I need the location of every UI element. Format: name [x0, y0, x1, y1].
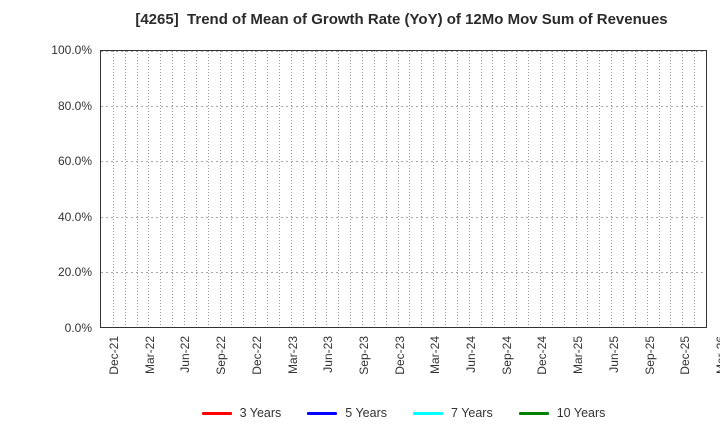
legend-item-7-years: 7 Years: [413, 405, 493, 421]
vertical-gridline: [587, 51, 589, 327]
horizontal-gridline: [101, 161, 706, 163]
legend-item-3-years: 3 Years: [201, 405, 282, 421]
legend-label: 7 Years: [451, 406, 493, 420]
vertical-gridline: [611, 51, 613, 327]
vertical-gridline: [551, 51, 553, 327]
vertical-gridline: [172, 51, 174, 327]
x-tick-label: Sep-23: [356, 336, 371, 375]
vertical-gridline: [397, 51, 399, 327]
vertical-gridline: [539, 51, 541, 327]
legend-line-swatch: [201, 411, 232, 415]
vertical-gridline: [622, 51, 624, 327]
chart-title: [4265] Trend of Mean of Growth Rate (YoY…: [135, 11, 668, 28]
y-tick-label: 80.0%: [57, 98, 92, 113]
x-tick-label: Mar-24: [428, 336, 443, 375]
vertical-gridline: [278, 51, 280, 327]
x-tick-label: Dec-24: [535, 336, 550, 375]
vertical-gridline: [646, 51, 648, 327]
x-tick-label: Sep-22: [214, 336, 229, 375]
vertical-gridline: [160, 51, 162, 327]
vertical-gridline: [124, 51, 126, 327]
x-tick-label: Mar-26: [714, 336, 720, 375]
vertical-gridline: [658, 51, 660, 327]
legend-line-swatch: [518, 411, 549, 415]
x-tick-label: Sep-25: [642, 336, 657, 375]
legend-label: 10 Years: [556, 406, 606, 420]
x-tick-label: Jun-22: [178, 336, 193, 373]
vertical-gridline: [492, 51, 494, 327]
horizontal-gridline: [101, 106, 706, 108]
vertical-gridline: [433, 51, 435, 327]
x-tick-label: Jun-25: [606, 336, 621, 373]
vertical-gridline: [575, 51, 577, 327]
vertical-gridline: [468, 51, 470, 327]
vertical-gridline: [516, 51, 518, 327]
vertical-gridline: [302, 51, 304, 327]
vertical-gridline: [195, 51, 197, 327]
horizontal-gridline: [101, 51, 706, 52]
vertical-gridline: [361, 51, 363, 327]
horizontal-gridline: [101, 216, 706, 218]
legend-item-5-years: 5 Years: [307, 405, 387, 421]
vertical-gridline: [231, 51, 233, 327]
vertical-gridline: [421, 51, 423, 327]
legend-line-swatch: [413, 411, 444, 415]
vertical-gridline: [290, 51, 292, 327]
vertical-gridline: [456, 51, 458, 327]
y-tick-label: 60.0%: [57, 154, 92, 169]
legend-label: 3 Years: [239, 406, 282, 420]
legend: 3 Years 5 Years 7 Years 10 Years: [100, 403, 707, 423]
x-tick-label: Mar-23: [285, 336, 300, 375]
vertical-gridline: [528, 51, 530, 327]
x-tick-label: Jun-24: [464, 336, 479, 373]
x-tick-label: Dec-23: [392, 336, 407, 375]
vertical-gridline: [267, 51, 269, 327]
y-tick-label: 20.0%: [57, 265, 92, 280]
vertical-gridline: [326, 51, 328, 327]
x-tick-label: Mar-25: [571, 336, 586, 375]
x-tick-label: Dec-22: [249, 336, 264, 375]
horizontal-gridline: [101, 271, 706, 273]
legend-line-swatch: [307, 411, 338, 415]
vertical-gridline: [504, 51, 506, 327]
vertical-gridline: [480, 51, 482, 327]
vertical-gridline: [670, 51, 672, 327]
y-tick-label: 0.0%: [64, 321, 92, 335]
legend-item-10-years: 10 Years: [518, 405, 606, 421]
vertical-gridline: [207, 51, 209, 327]
vertical-gridline: [184, 51, 186, 327]
y-tick-label: 100.0%: [51, 43, 92, 57]
x-tick-label: Dec-21: [107, 336, 121, 375]
vertical-gridline: [634, 51, 636, 327]
x-tick-label: Dec-25: [678, 336, 693, 375]
plot-area: [100, 50, 707, 328]
vertical-gridline: [373, 51, 375, 327]
vertical-gridline: [148, 51, 150, 327]
vertical-gridline: [243, 51, 245, 327]
vertical-gridline: [314, 51, 316, 327]
legend-label: 5 Years: [345, 406, 388, 420]
vertical-gridline: [599, 51, 601, 327]
vertical-gridline: [350, 51, 352, 327]
vertical-gridline: [445, 51, 447, 327]
vertical-gridline: [136, 51, 138, 327]
vertical-gridline: [219, 51, 221, 327]
vertical-gridline: [682, 51, 684, 327]
vertical-gridline: [338, 51, 340, 327]
y-tick-label: 40.0%: [57, 209, 92, 224]
x-tick-label: Jun-23: [321, 336, 336, 373]
x-tick-label: Sep-24: [499, 336, 514, 375]
x-tick-label: Mar-22: [142, 336, 157, 375]
vertical-gridline: [112, 51, 114, 327]
vertical-gridline: [409, 51, 411, 327]
vertical-gridline: [563, 51, 565, 327]
vertical-gridline: [385, 51, 387, 327]
vertical-gridline: [694, 51, 696, 327]
vertical-gridline: [255, 51, 257, 327]
